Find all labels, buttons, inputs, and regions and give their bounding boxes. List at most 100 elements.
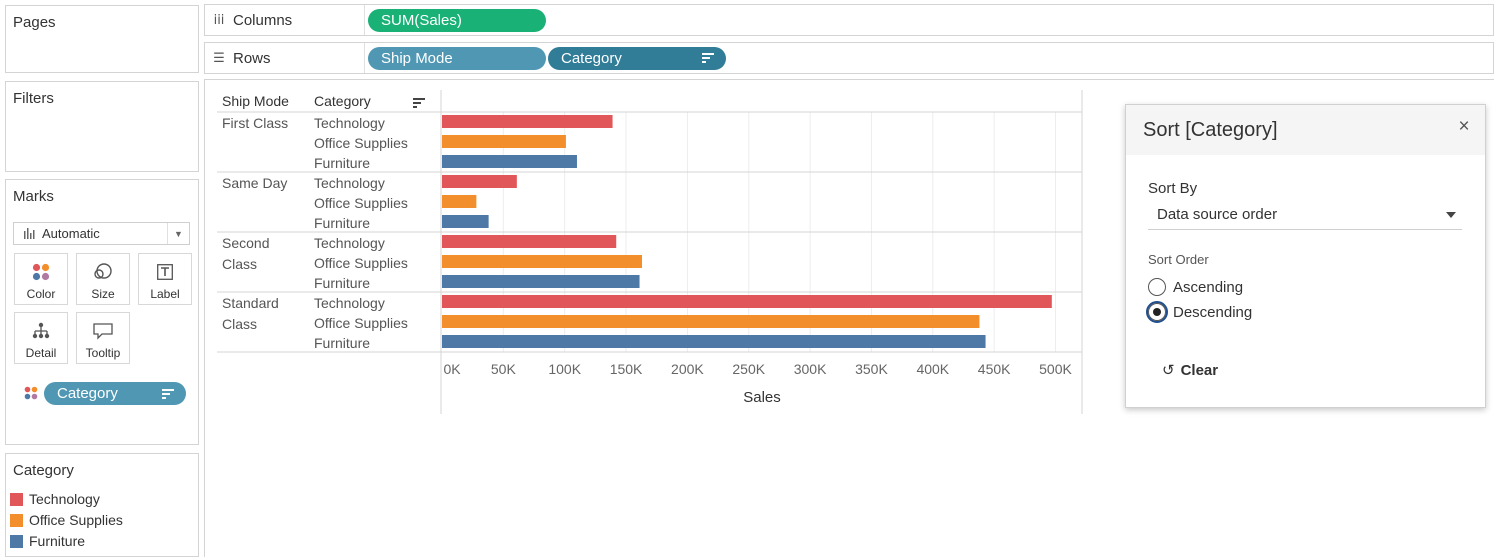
sum-sales-pill[interactable]: SUM(Sales) bbox=[368, 9, 546, 32]
bar-technology bbox=[442, 235, 617, 248]
category-label[interactable]: Furniture bbox=[314, 275, 371, 291]
category-label[interactable]: Furniture bbox=[314, 215, 371, 231]
mark-type-dropdown[interactable]: Automatic ▼ bbox=[13, 222, 190, 245]
legend-swatch bbox=[10, 513, 23, 527]
bar-office-supplies bbox=[442, 135, 566, 148]
ascending-radio[interactable] bbox=[1148, 278, 1166, 296]
legend-item-label: Technology bbox=[29, 491, 100, 507]
pages-title: Pages bbox=[13, 14, 56, 31]
color-category-pill-label: Category bbox=[57, 385, 118, 402]
category-pill[interactable]: Category bbox=[548, 47, 726, 70]
ship-mode-header[interactable]: Ship Mode bbox=[222, 93, 289, 109]
dialog-header: Sort [Category] × bbox=[1126, 105, 1485, 155]
category-legend: Category Technology Office Supplies Furn… bbox=[5, 453, 199, 557]
tick-label: 200K bbox=[671, 361, 704, 377]
tick-label: 450K bbox=[978, 361, 1011, 377]
legend-item-label: Furniture bbox=[29, 533, 86, 549]
clear-label: Clear bbox=[1180, 361, 1219, 379]
ship-mode-label[interactable]: Class bbox=[222, 316, 258, 332]
filters-title: Filters bbox=[13, 90, 54, 107]
sum-sales-pill-label: SUM(Sales) bbox=[381, 12, 462, 29]
category-label[interactable]: Technology bbox=[314, 295, 385, 311]
tick-label: 350K bbox=[855, 361, 888, 377]
descending-option[interactable]: Descending bbox=[1146, 301, 1253, 323]
category-label[interactable]: Office Supplies bbox=[314, 135, 408, 151]
legend-item-office-supplies[interactable]: Office Supplies bbox=[10, 510, 123, 530]
category-label[interactable]: Office Supplies bbox=[314, 255, 408, 271]
category-label[interactable]: Technology bbox=[314, 175, 385, 191]
tooltip-button[interactable]: Tooltip bbox=[76, 312, 130, 364]
clear-button[interactable]: ↺ Clear bbox=[1162, 361, 1218, 379]
mark-type-label: Automatic bbox=[42, 226, 100, 241]
tick-label: 0K bbox=[443, 361, 461, 377]
tick-label: 100K bbox=[548, 361, 581, 377]
detail-button[interactable]: Detail bbox=[14, 312, 68, 364]
rows-shelf-label: ☰ Rows bbox=[205, 43, 365, 73]
color-category-pill[interactable]: Category bbox=[44, 382, 186, 405]
label-button[interactable]: Label bbox=[138, 253, 192, 305]
tick-label: 150K bbox=[610, 361, 643, 377]
chevron-down-icon bbox=[1446, 212, 1456, 218]
ship-mode-label[interactable]: First Class bbox=[222, 115, 289, 131]
legend-item-technology[interactable]: Technology bbox=[10, 489, 100, 509]
category-label[interactable]: Office Supplies bbox=[314, 195, 408, 211]
ship-mode-label[interactable]: Standard bbox=[222, 295, 279, 311]
bar-technology bbox=[442, 295, 1052, 308]
category-header[interactable]: Category bbox=[314, 93, 371, 109]
ship-mode-pill[interactable]: Ship Mode bbox=[368, 47, 546, 70]
columns-shelf-label: iii Columns bbox=[205, 5, 365, 35]
descending-label: Descending bbox=[1173, 303, 1253, 321]
sort-dialog: Sort [Category] × Sort By Data source or… bbox=[1125, 104, 1486, 408]
color-dots-icon bbox=[24, 386, 38, 400]
bar-office-supplies bbox=[442, 255, 643, 268]
close-icon[interactable]: × bbox=[1458, 116, 1470, 137]
descending-radio[interactable] bbox=[1146, 301, 1168, 323]
columns-label: Columns bbox=[233, 11, 293, 29]
sort-order-label: Sort Order bbox=[1148, 252, 1209, 267]
category-label[interactable]: Furniture bbox=[314, 335, 371, 351]
bar-technology bbox=[442, 115, 613, 128]
marks-title: Marks bbox=[13, 188, 54, 205]
chevron-down-icon[interactable]: ▼ bbox=[167, 223, 189, 244]
ship-mode-pill-label: Ship Mode bbox=[381, 50, 453, 67]
label-label: Label bbox=[150, 287, 180, 301]
category-pill-label: Category bbox=[561, 50, 622, 67]
legend-swatch bbox=[10, 492, 23, 506]
ascending-option[interactable]: Ascending bbox=[1148, 278, 1243, 296]
color-button[interactable]: Color bbox=[14, 253, 68, 305]
tooltip-label: Tooltip bbox=[85, 346, 121, 360]
tick-label: 250K bbox=[732, 361, 765, 377]
bar-furniture bbox=[442, 275, 640, 288]
axis-title: Sales bbox=[743, 389, 781, 406]
category-label[interactable]: Furniture bbox=[314, 155, 371, 171]
filters-card[interactable]: Filters bbox=[5, 81, 199, 172]
bar-furniture bbox=[442, 155, 577, 168]
ship-mode-label[interactable]: Same Day bbox=[222, 175, 288, 191]
sort-icon[interactable] bbox=[413, 98, 425, 108]
bar-chart-icon bbox=[24, 228, 35, 239]
color-label: Color bbox=[26, 287, 56, 301]
sort-by-select[interactable]: Data source order bbox=[1148, 203, 1462, 230]
category-label[interactable]: Technology bbox=[314, 235, 385, 251]
bar-office-supplies bbox=[442, 315, 980, 328]
bar-furniture bbox=[442, 215, 489, 228]
legend-swatch bbox=[10, 534, 23, 548]
columns-shelf[interactable]: iii Columns SUM(Sales) bbox=[204, 4, 1494, 36]
rows-label: Rows bbox=[233, 49, 271, 67]
detail-hierarchy-icon bbox=[32, 322, 50, 339]
sort-icon bbox=[702, 53, 714, 63]
category-label[interactable]: Office Supplies bbox=[314, 315, 408, 331]
sort-by-label: Sort By bbox=[1148, 180, 1198, 197]
tick-label: 300K bbox=[794, 361, 827, 377]
ship-mode-label[interactable]: Second bbox=[222, 235, 270, 251]
sort-icon bbox=[162, 389, 174, 399]
legend-item-furniture[interactable]: Furniture bbox=[10, 531, 85, 551]
bar-office-supplies bbox=[442, 195, 477, 208]
bar-furniture bbox=[442, 335, 986, 348]
category-label[interactable]: Technology bbox=[314, 115, 385, 131]
size-button[interactable]: Size bbox=[76, 253, 130, 305]
legend-item-label: Office Supplies bbox=[29, 512, 123, 528]
bar-technology bbox=[442, 175, 517, 188]
rows-shelf[interactable]: ☰ Rows Ship Mode Category bbox=[204, 42, 1494, 74]
ship-mode-label[interactable]: Class bbox=[222, 256, 258, 272]
